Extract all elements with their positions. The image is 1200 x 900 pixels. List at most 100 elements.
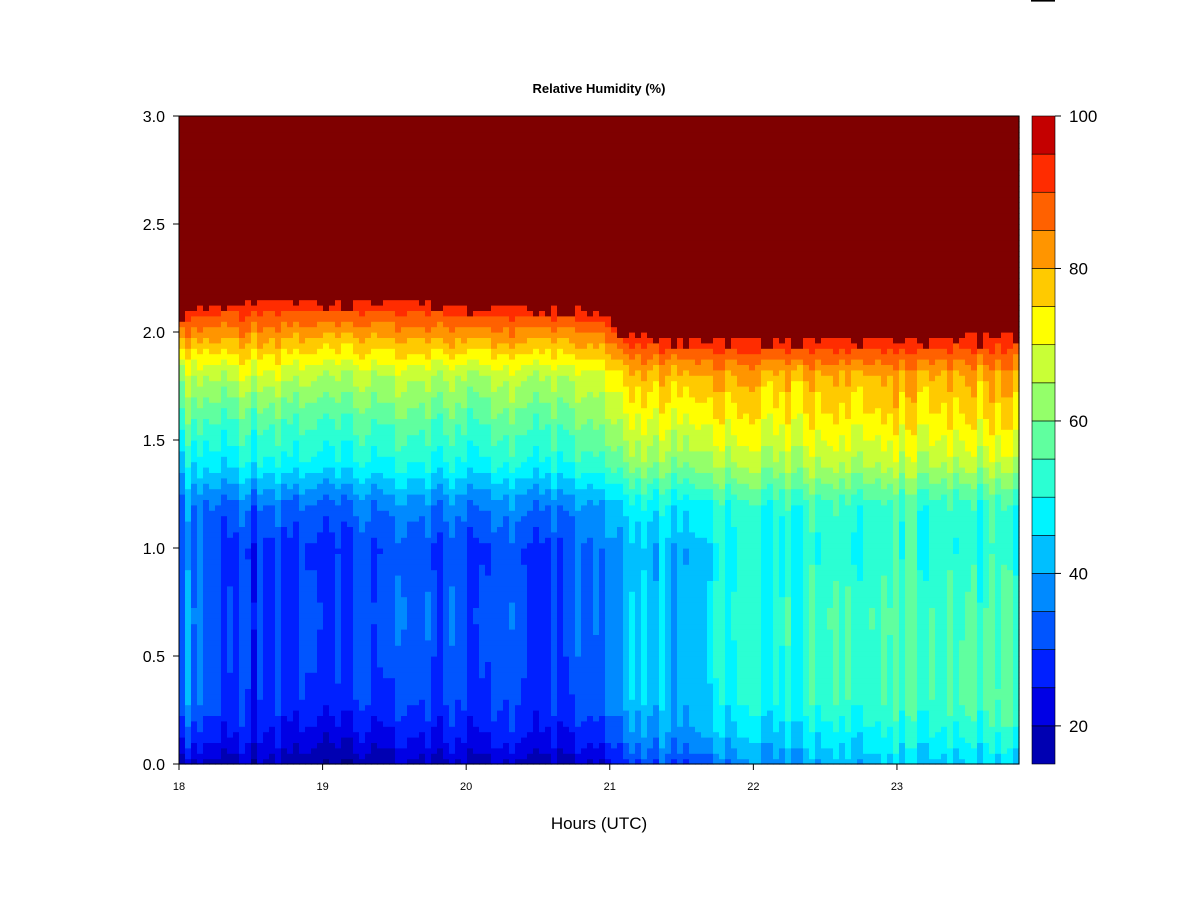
contour-cell bbox=[395, 375, 402, 382]
contour-cell bbox=[311, 521, 318, 527]
contour-cell bbox=[401, 126, 408, 133]
contour-cell bbox=[383, 402, 390, 409]
contour-cell bbox=[275, 629, 282, 635]
contour-cell bbox=[383, 359, 390, 365]
contour-cell bbox=[239, 315, 246, 322]
contour-cell bbox=[413, 121, 420, 128]
contour-cell bbox=[353, 224, 360, 230]
contour-cell bbox=[311, 569, 318, 576]
contour-cell bbox=[371, 672, 378, 679]
contour-cell bbox=[215, 742, 222, 749]
contour-cell bbox=[287, 315, 294, 322]
contour-cell bbox=[281, 240, 288, 247]
contour-cell bbox=[335, 569, 342, 576]
contour-cell bbox=[365, 693, 372, 700]
contour-cell bbox=[203, 369, 210, 376]
contour-cell bbox=[347, 126, 354, 133]
contour-cell bbox=[389, 364, 396, 371]
contour-cell bbox=[353, 251, 360, 257]
contour-cell bbox=[317, 234, 324, 241]
contour-cell bbox=[299, 116, 306, 122]
contour-cell bbox=[245, 348, 252, 355]
contour-cell bbox=[329, 180, 336, 187]
contour-cell bbox=[365, 445, 372, 452]
contour-cell bbox=[353, 434, 360, 441]
contour-cell bbox=[299, 596, 306, 603]
contour-cell bbox=[191, 315, 198, 322]
contour-cell bbox=[347, 332, 354, 338]
contour-cell bbox=[221, 175, 228, 182]
contour-cell bbox=[239, 747, 246, 754]
contour-cell bbox=[293, 726, 300, 733]
contour-cell bbox=[281, 418, 288, 425]
contour-cell bbox=[305, 607, 312, 614]
contour-cell bbox=[329, 413, 336, 419]
contour-cell bbox=[335, 456, 342, 463]
contour-cell bbox=[305, 623, 312, 630]
contour-cell bbox=[323, 278, 330, 284]
contour-cell bbox=[335, 180, 342, 187]
contour-cell bbox=[293, 267, 300, 274]
contour-cell bbox=[299, 224, 306, 230]
contour-cell bbox=[257, 332, 264, 338]
contour-cell bbox=[341, 515, 348, 522]
contour-cell bbox=[359, 731, 366, 738]
contour-cell bbox=[233, 542, 240, 549]
contour-cell bbox=[203, 612, 210, 619]
contour-cell bbox=[299, 591, 306, 598]
contour-cell bbox=[281, 364, 288, 371]
contour-cell bbox=[347, 256, 354, 263]
contour-cell bbox=[185, 251, 192, 257]
contour-cell bbox=[383, 445, 390, 452]
contour-cell bbox=[317, 564, 324, 571]
contour-cell bbox=[263, 742, 270, 749]
contour-cell bbox=[299, 348, 306, 355]
contour-cell bbox=[245, 159, 252, 166]
contour-cell bbox=[335, 272, 342, 279]
contour-cell bbox=[227, 575, 234, 581]
contour-cell bbox=[317, 677, 324, 684]
contour-cell bbox=[209, 472, 216, 479]
contour-cell bbox=[269, 175, 276, 182]
contour-cell bbox=[185, 726, 192, 733]
contour-cell bbox=[185, 434, 192, 441]
contour-cell bbox=[371, 693, 378, 700]
contour-cell bbox=[413, 191, 420, 198]
contour-cell bbox=[407, 294, 414, 301]
contour-cell bbox=[233, 159, 240, 166]
contour-cell bbox=[197, 726, 204, 733]
contour-cell bbox=[287, 758, 294, 765]
contour-cell bbox=[191, 602, 198, 608]
contour-cell bbox=[215, 396, 222, 403]
contour-cell bbox=[371, 591, 378, 598]
contour-cell bbox=[251, 396, 258, 403]
contour-cell bbox=[359, 737, 366, 743]
contour-cell bbox=[275, 488, 282, 495]
contour-cell bbox=[215, 369, 222, 376]
contour-cell bbox=[269, 477, 276, 484]
contour-cell bbox=[233, 602, 240, 608]
contour-cell bbox=[299, 278, 306, 284]
contour-cell bbox=[341, 753, 348, 760]
contour-cell bbox=[275, 445, 282, 452]
contour-cell bbox=[185, 391, 192, 398]
contour-cell bbox=[179, 213, 186, 220]
contour-cell bbox=[281, 450, 288, 457]
contour-cell bbox=[419, 715, 426, 722]
contour-cell bbox=[275, 153, 282, 160]
contour-cell bbox=[287, 456, 294, 463]
contour-cell bbox=[299, 656, 306, 662]
contour-cell bbox=[377, 137, 384, 144]
contour-cell bbox=[179, 726, 186, 733]
contour-cell bbox=[317, 245, 324, 252]
contour-cell bbox=[263, 477, 270, 484]
contour-cell bbox=[335, 175, 342, 182]
contour-cell bbox=[185, 656, 192, 662]
contour-cell bbox=[383, 175, 390, 182]
contour-cell bbox=[383, 315, 390, 322]
contour-cell bbox=[215, 191, 222, 198]
contour-cell bbox=[341, 580, 348, 587]
contour-cell bbox=[377, 661, 384, 668]
contour-cell bbox=[323, 310, 330, 317]
contour-cell bbox=[293, 569, 300, 576]
